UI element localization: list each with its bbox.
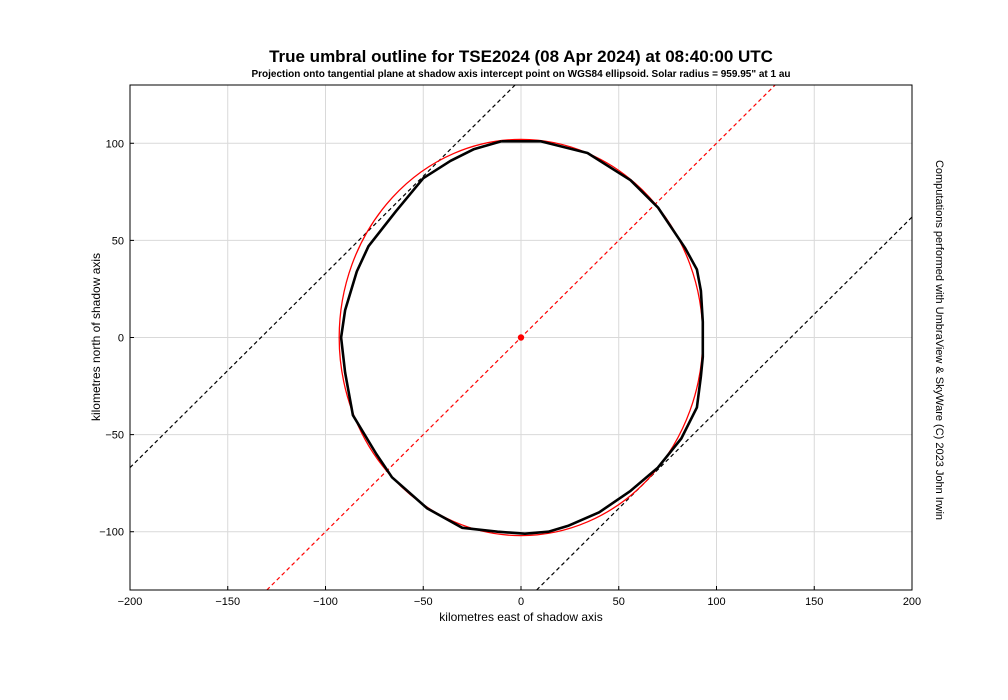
x-tick-label: −200	[118, 596, 143, 608]
y-axis-label: kilometres north of shadow axis	[89, 253, 103, 421]
shadow-axis-center-point	[517, 334, 525, 341]
umbral-outline	[339, 140, 705, 536]
x-tick-label: −50	[414, 596, 433, 608]
credit-text: Computations performed with UmbraView & …	[933, 160, 945, 520]
x-tick-label: −150	[215, 596, 240, 608]
chart-subtitle: Projection onto tangential plane at shad…	[251, 69, 790, 80]
x-tick-label: 100	[707, 596, 725, 608]
x-tick-label: 200	[903, 596, 921, 608]
axis-ticks: −200 −150 −100 −50 0 50 100 150 200 −100 −50 0 50 100	[99, 138, 921, 608]
grid	[130, 85, 912, 590]
x-tick-label: 150	[805, 596, 823, 608]
y-tick-label: 50	[112, 235, 124, 247]
x-axis-label: kilometres east of shadow axis	[439, 610, 602, 624]
y-tick-label: 100	[106, 138, 124, 150]
chart-title: True umbral outline for TSE2024 (08 Apr …	[269, 47, 773, 66]
y-tick-label: −50	[105, 430, 124, 442]
x-tick-label: 50	[613, 596, 625, 608]
x-tick-label: 0	[518, 596, 524, 608]
y-tick-label: −100	[99, 527, 124, 539]
north-limit-line	[130, 85, 516, 469]
y-tick-label: 0	[118, 333, 124, 345]
plot-area	[130, 85, 912, 590]
south-limit-line	[536, 216, 912, 590]
x-tick-label: −100	[313, 596, 338, 608]
